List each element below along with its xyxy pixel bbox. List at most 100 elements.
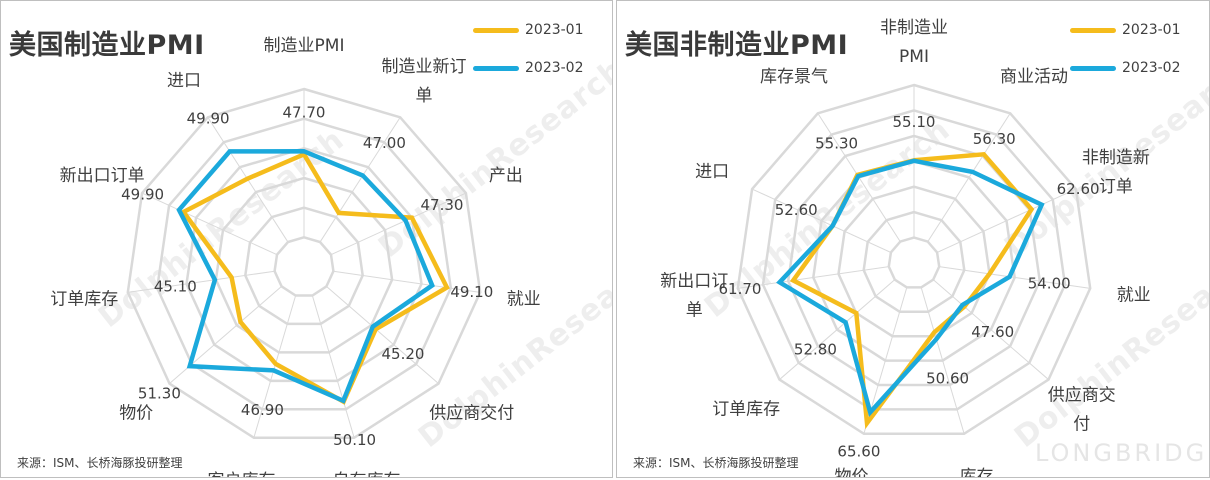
data-label: 62.60 [1057, 180, 1100, 198]
axis-label-line: 新出口订单 [60, 166, 145, 186]
longbridge-logo: LONGBRIDGE [1035, 439, 1210, 467]
data-label: 52.60 [775, 201, 818, 219]
axis-label-line: 订单 [1099, 177, 1133, 197]
axis-label-line: 商业活动 [1000, 67, 1068, 87]
axis-label-line: 库存 [960, 467, 994, 478]
legend-label: 2023-01 [525, 22, 584, 38]
axis-label: 制造业新订单 [382, 57, 467, 106]
grid-ring [837, 185, 991, 338]
grid-spoke [920, 287, 965, 434]
legend-swatch-blue [1070, 65, 1116, 71]
chart-title: 美国非制造业PMI [625, 30, 849, 61]
grid-spoke [936, 188, 1077, 253]
legend-label: 2023-02 [525, 60, 584, 76]
data-label: 54.00 [1028, 274, 1071, 292]
source-note: 来源：ISM、长桥海豚投研整理 [17, 456, 183, 470]
data-label: 47.00 [363, 134, 406, 152]
grid-spoke [333, 270, 481, 293]
axis-label: 自有库存 [333, 471, 401, 478]
data-label: 50.60 [926, 370, 969, 388]
axis-label: 供应商交付 [429, 403, 514, 423]
grid-spoke [330, 192, 467, 256]
axis-label-line: 非制造新 [1082, 148, 1150, 168]
grid-spoke [141, 192, 278, 256]
legend-item-2023-02: 2023-02 [473, 49, 598, 87]
legend-swatch-blue [473, 65, 519, 71]
legend-label: 2023-02 [1122, 60, 1181, 76]
data-label: 47.70 [283, 103, 326, 121]
grid-spoke [326, 286, 439, 384]
axis-label-line: 单 [416, 86, 433, 106]
grid-ring [887, 236, 941, 289]
axis-label: 就业 [507, 290, 541, 310]
axis-label-line: 客户库存 [208, 471, 276, 478]
grid-spoke [319, 116, 401, 243]
axis-label: 物价 [835, 467, 869, 478]
axis-label: 进口 [167, 71, 201, 91]
axis-label-line: 就业 [1117, 286, 1151, 306]
data-label: 49.90 [121, 185, 164, 203]
data-label: 55.10 [893, 113, 936, 131]
legend-item-2023-01: 2023-01 [473, 11, 598, 49]
chart-title: 美国制造业PMI [9, 30, 205, 61]
axis-label-line: 库存景气 [760, 67, 828, 87]
grid-ring [761, 109, 1067, 411]
data-label: 45.10 [154, 278, 197, 296]
axis-label-line: 非制造业 [880, 18, 948, 38]
axis-label: 进口 [695, 162, 729, 182]
data-label: 61.70 [719, 280, 762, 298]
axis-label: 制造业PMI [264, 36, 345, 56]
data-label: 55.30 [815, 135, 858, 153]
legend: 2023-01 2023-02 [1070, 11, 1195, 87]
axis-label-line: PMI [899, 47, 929, 67]
axis-label: 非制造业 PMI [880, 18, 948, 67]
data-label: 51.30 [138, 384, 181, 402]
axis-label: 订单库存 [712, 399, 780, 419]
axis-label-line: 制造业新订 [382, 57, 467, 77]
axis-label-line: 新出口订 [660, 272, 728, 292]
series-line-2023-01 [180, 151, 450, 405]
axis-label-line: 自有库存 [333, 471, 401, 478]
axis-label: 物价 [119, 403, 153, 423]
axis-label: 产出 [489, 166, 523, 186]
axis-label-line: 进口 [695, 162, 729, 182]
data-label: 65.60 [837, 443, 880, 461]
legend-swatch-yellow [1070, 27, 1116, 33]
axis-label-line: 进口 [167, 71, 201, 91]
axis-label-line: 供应商交付 [429, 403, 514, 423]
axis-label: 商业活动 [1000, 67, 1068, 87]
data-label: 46.90 [241, 401, 284, 419]
grid-ring [736, 83, 1092, 436]
axis-label-line: 物价 [835, 467, 869, 478]
legend-item-2023-02: 2023-02 [1070, 49, 1195, 87]
axis-label-line: 产出 [489, 166, 523, 186]
data-label: 49.10 [450, 283, 493, 301]
axis-label-line: 制造业PMI [264, 36, 345, 56]
grid-spoke [779, 279, 896, 380]
legend: 2023-01 2023-02 [473, 11, 598, 87]
axis-label-line: 订单库存 [50, 290, 118, 310]
axis-label-line: 供应商交 [1048, 385, 1116, 405]
grid-ring [155, 117, 453, 411]
grid-ring [244, 206, 364, 326]
non-manufacturing-pmi-chart: DolphinResearch DolphinResearch DolphinR… [616, 0, 1210, 478]
grid-ring [273, 235, 335, 297]
legend-item-2023-01: 2023-01 [1070, 11, 1195, 49]
legend-label: 2023-01 [1122, 22, 1181, 38]
grid-spoke [751, 188, 892, 253]
series-line-2023-02 [776, 158, 1045, 417]
axis-label: 供应商交付 [1048, 385, 1116, 434]
axis-label: 就业 [1117, 286, 1151, 306]
data-label: 47.60 [971, 323, 1014, 341]
axis-label-line: 物价 [119, 403, 153, 423]
grid-spoke [927, 112, 1011, 242]
data-label: 49.90 [187, 110, 230, 128]
grid-spoke [737, 266, 889, 289]
axis-label-line: 单 [686, 301, 703, 321]
grid-spoke [127, 270, 275, 293]
grid-ring [862, 210, 966, 314]
data-label: 47.30 [421, 196, 464, 214]
axis-label-line: 付 [1073, 414, 1090, 434]
legend-swatch-yellow [473, 27, 519, 33]
